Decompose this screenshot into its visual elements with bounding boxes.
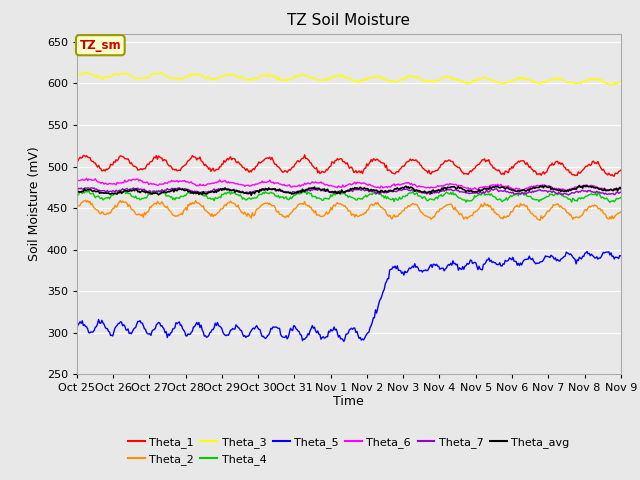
Theta_6 — [369, 183, 376, 189]
Theta_2 — [73, 204, 81, 210]
X-axis label: Time: Time — [333, 395, 364, 408]
Line: Theta_avg: Theta_avg — [77, 185, 621, 195]
Theta_5 — [332, 327, 339, 333]
Theta_avg — [336, 191, 344, 196]
Theta_avg — [617, 186, 625, 192]
Theta_1 — [332, 157, 340, 163]
Theta_7 — [73, 188, 81, 194]
Theta_3 — [336, 72, 344, 78]
Line: Theta_4: Theta_4 — [77, 191, 621, 202]
Theta_5 — [617, 253, 625, 259]
Theta_2 — [520, 201, 527, 207]
Line: Theta_7: Theta_7 — [77, 188, 621, 195]
Theta_6 — [563, 188, 570, 193]
Theta_3 — [398, 76, 406, 82]
Theta_1 — [73, 158, 81, 164]
Theta_7 — [332, 190, 340, 195]
Theta_4 — [369, 192, 376, 197]
Theta_5 — [335, 334, 342, 340]
Theta_6 — [606, 187, 614, 192]
Theta_2 — [398, 209, 406, 215]
Theta_3 — [606, 82, 614, 88]
Theta_4 — [398, 196, 406, 202]
Theta_1 — [369, 159, 376, 165]
Theta_6 — [73, 179, 81, 185]
Theta_avg — [606, 187, 614, 192]
Theta_4 — [155, 188, 163, 193]
Theta_6 — [398, 181, 406, 187]
Line: Theta_5: Theta_5 — [77, 252, 621, 341]
Line: Theta_6: Theta_6 — [77, 178, 621, 191]
Theta_5 — [340, 338, 348, 344]
Y-axis label: Soil Moisture (mV): Soil Moisture (mV) — [28, 146, 41, 262]
Theta_avg — [332, 190, 340, 196]
Theta_4 — [336, 188, 344, 193]
Theta_3 — [332, 73, 340, 79]
Theta_1 — [617, 167, 625, 173]
Theta_2 — [617, 209, 625, 215]
Theta_2 — [369, 202, 376, 207]
Theta_1 — [605, 170, 612, 176]
Legend: Theta_1, Theta_2, Theta_3, Theta_4, Theta_5, Theta_6, Theta_7, Theta_avg: Theta_1, Theta_2, Theta_3, Theta_4, Thet… — [124, 433, 574, 469]
Theta_7 — [564, 192, 572, 198]
Theta_1 — [611, 173, 618, 179]
Theta_4 — [606, 199, 614, 205]
Theta_3 — [617, 79, 625, 84]
Theta_1 — [520, 158, 527, 164]
Theta_avg — [398, 185, 406, 191]
Theta_5 — [606, 252, 614, 258]
Theta_2 — [332, 201, 340, 207]
Theta_5 — [583, 249, 591, 254]
Text: TZ_sm: TZ_sm — [79, 39, 121, 52]
Theta_avg — [583, 182, 591, 188]
Line: Theta_2: Theta_2 — [77, 200, 621, 220]
Theta_1 — [301, 152, 308, 158]
Theta_2 — [536, 217, 544, 223]
Theta_3 — [73, 72, 81, 78]
Line: Theta_3: Theta_3 — [77, 72, 621, 85]
Theta_avg — [248, 192, 255, 198]
Theta_avg — [520, 187, 527, 192]
Line: Theta_1: Theta_1 — [77, 155, 621, 176]
Theta_3 — [520, 75, 527, 81]
Theta_1 — [336, 156, 344, 162]
Theta_1 — [398, 164, 406, 170]
Theta_7 — [369, 189, 376, 194]
Theta_3 — [369, 74, 376, 80]
Theta_2 — [82, 197, 90, 203]
Theta_avg — [73, 191, 81, 196]
Theta_3 — [83, 69, 90, 75]
Theta_7 — [336, 190, 344, 195]
Theta_3 — [605, 81, 612, 87]
Theta_avg — [369, 188, 376, 193]
Theta_7 — [520, 191, 527, 197]
Theta_4 — [73, 193, 81, 199]
Theta_4 — [617, 194, 625, 200]
Theta_7 — [617, 189, 625, 195]
Theta_5 — [398, 270, 406, 276]
Theta_5 — [369, 320, 376, 325]
Theta_6 — [332, 184, 340, 190]
Theta_4 — [332, 191, 340, 196]
Theta_6 — [83, 175, 90, 181]
Theta_4 — [520, 192, 527, 197]
Theta_7 — [398, 188, 406, 193]
Theta_5 — [520, 258, 527, 264]
Theta_6 — [617, 184, 625, 190]
Theta_2 — [336, 201, 344, 206]
Theta_6 — [336, 184, 344, 190]
Theta_7 — [175, 185, 183, 191]
Title: TZ Soil Moisture: TZ Soil Moisture — [287, 13, 410, 28]
Theta_7 — [606, 192, 614, 197]
Theta_6 — [520, 187, 527, 192]
Theta_2 — [606, 214, 614, 220]
Theta_4 — [605, 198, 612, 204]
Theta_5 — [73, 325, 81, 331]
